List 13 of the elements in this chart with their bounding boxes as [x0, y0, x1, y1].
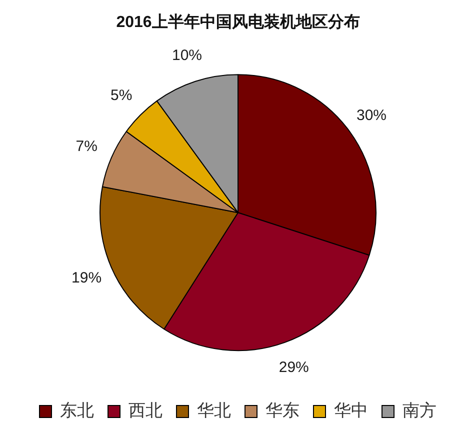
legend-label: 华中 — [334, 401, 368, 420]
legend-label: 西北 — [128, 401, 162, 420]
legend-label: 华北 — [197, 401, 231, 420]
data-label: 29% — [278, 358, 309, 376]
data-label: 7% — [76, 138, 98, 156]
chart-title: 2016上半年中国风电装机地区分布 — [116, 13, 360, 32]
data-label: 19% — [72, 269, 102, 286]
legend-label: 华东 — [266, 401, 300, 420]
legend-label: 东北 — [60, 401, 94, 420]
data-label: 10% — [172, 46, 202, 64]
data-label: 5% — [110, 87, 132, 104]
legend-label: 南方 — [402, 401, 436, 420]
data-label: 30% — [356, 106, 387, 124]
